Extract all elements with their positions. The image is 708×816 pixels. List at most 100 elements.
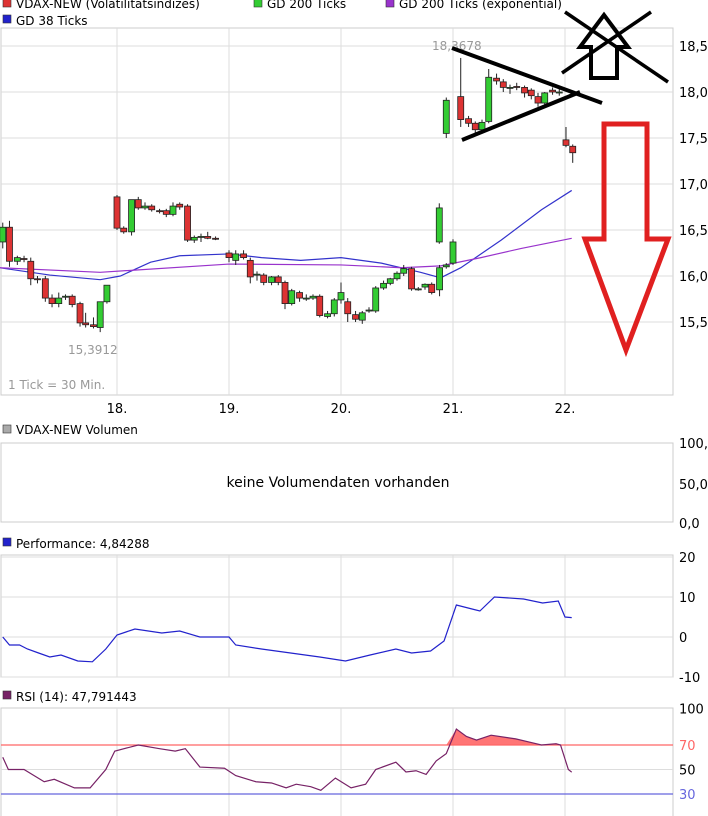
- candle-body: [471, 122, 479, 131]
- candle-body: [260, 274, 268, 283]
- moving-average-line: [0, 237, 572, 273]
- x-tick-label: 21.: [443, 402, 464, 417]
- candle-body: [393, 272, 401, 280]
- y-tick-label: 18,5: [679, 40, 708, 55]
- legend-swatch-gd38: [2, 14, 12, 24]
- candle-body: [0, 226, 7, 243]
- overbought-area: [2, 729, 572, 745]
- y-tick-label: 20: [679, 551, 696, 566]
- legend-label-gd38: GD 38 Ticks: [16, 14, 88, 28]
- candle-body: [465, 118, 472, 124]
- candle-body: [55, 297, 63, 304]
- candle-body: [141, 205, 149, 209]
- candle-body: [34, 278, 41, 281]
- candle-body: [148, 205, 156, 211]
- x-tick-label: 19.: [219, 402, 240, 417]
- candle-body: [337, 292, 345, 301]
- candle-body: [274, 276, 282, 283]
- candle-body: [421, 283, 429, 288]
- candle-body: [76, 303, 84, 324]
- y-tick-label: 16,5: [679, 224, 708, 239]
- annotations: [451, 10, 672, 358]
- candle-body: [521, 87, 528, 94]
- candle-body: [20, 258, 28, 260]
- candle-body: [408, 268, 415, 290]
- candle-body: [435, 207, 443, 243]
- performance-panel: 20 10 0 -10: [0, 551, 700, 686]
- candle-body: [68, 295, 76, 305]
- candle-body: [176, 203, 184, 208]
- y-tick-label: 70: [679, 739, 696, 754]
- x-tick-label: 18.: [107, 402, 128, 417]
- rsi-title: RSI (14): 47,791443: [16, 690, 137, 704]
- candle-body: [442, 99, 450, 134]
- candle-body: [442, 264, 450, 268]
- volume-ytick: 100,0: [679, 437, 708, 452]
- rsi-panel: 100 70 50 30: [0, 702, 704, 816]
- candle-body: [549, 89, 556, 93]
- candle-body: [499, 81, 507, 88]
- candle-body: [324, 313, 331, 317]
- candle-body: [386, 278, 394, 284]
- y-tick-label: 100: [679, 702, 704, 717]
- y-tick-label: 16,0: [679, 270, 708, 285]
- candle-body: [204, 236, 212, 239]
- legend-label-gd200exp: GD 200 Ticks (exponential): [399, 0, 562, 11]
- candle-body: [485, 76, 493, 122]
- volume-panel: [0, 442, 674, 523]
- up-arrow-icon: [576, 11, 632, 80]
- x-tick-label: 22.: [555, 402, 576, 417]
- candle-body: [281, 282, 289, 305]
- candle-body: [365, 309, 373, 312]
- rsi-line: [2, 728, 573, 792]
- low-label: 15,3912: [68, 343, 118, 357]
- plot-area: [0, 27, 674, 396]
- candle-body: [534, 96, 542, 104]
- candle-body: [478, 121, 486, 131]
- candle-body: [352, 314, 359, 320]
- performance-line: [2, 596, 572, 663]
- candle-body: [184, 205, 191, 241]
- candle-body: [103, 284, 111, 303]
- candle-body: [506, 87, 514, 89]
- candle-body: [96, 301, 104, 328]
- candle-body: [330, 299, 338, 315]
- down-arrow-icon: [581, 121, 672, 358]
- legend-swatch-vdax: [2, 0, 12, 8]
- candle-body: [212, 237, 219, 240]
- candle-body: [13, 257, 21, 262]
- candle-body: [302, 297, 310, 300]
- candle-body: [162, 210, 170, 215]
- candle-body: [27, 260, 35, 280]
- candle-body: [48, 297, 56, 304]
- y-tick-label: 18,0: [679, 86, 708, 101]
- candle-body: [562, 139, 570, 146]
- candle-body: [246, 259, 254, 278]
- candle-body: [268, 276, 275, 283]
- candle-body: [253, 273, 261, 276]
- candle-body: [128, 199, 135, 233]
- candle-body: [414, 288, 422, 291]
- performance-swatch: [2, 537, 12, 547]
- candle-body: [232, 253, 240, 261]
- tick-note: 1 Tick = 30 Min.: [8, 378, 105, 392]
- volume-swatch: [2, 424, 12, 434]
- candle-body: [62, 295, 69, 298]
- y-tick-label: 30: [679, 788, 696, 803]
- volume-ytick: 0,0: [679, 517, 700, 532]
- candle-body: [82, 322, 90, 326]
- candle-body: [555, 91, 563, 94]
- volume-message: keine Volumendaten vorhanden: [227, 475, 450, 491]
- candle-body: [41, 278, 49, 299]
- candle-body: [457, 96, 465, 120]
- candle-body: [134, 199, 142, 209]
- candle-body: [493, 77, 500, 82]
- plot-area: [0, 554, 674, 678]
- candle-body: [428, 283, 436, 293]
- candle-body: [309, 295, 317, 299]
- cross-out-line: [561, 10, 652, 75]
- candle-body: [90, 324, 97, 328]
- legend-swatch-gd200: [253, 0, 263, 8]
- legend-label-vdax: VDAX-NEW (Volatilitätsindizes): [16, 0, 200, 11]
- legend-swatch-gd200exp: [385, 0, 395, 8]
